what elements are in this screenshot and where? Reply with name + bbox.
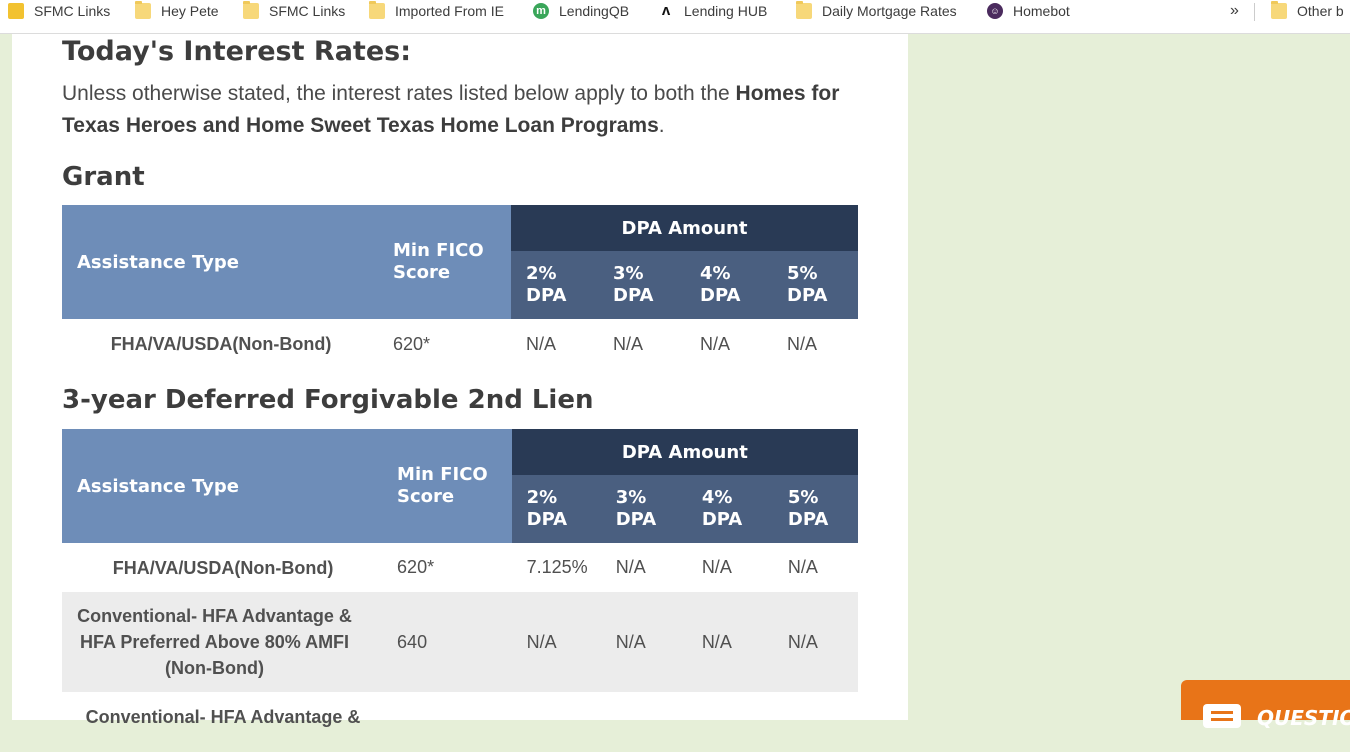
header-min-fico: Min FICO Score bbox=[385, 429, 512, 543]
deferred-heading: 3-year Deferred Forgivable 2nd Lien bbox=[62, 385, 594, 415]
grant-rates-table: Assistance Type Min FICO Score DPA Amoun… bbox=[62, 205, 858, 369]
questions-chat-button[interactable]: QUESTIO bbox=[1181, 680, 1350, 730]
cell-assistance-type: FHA/VA/USDA(Non-Bond) bbox=[110, 334, 332, 354]
cell-dpa-2: 7.125% bbox=[526, 557, 588, 577]
cell-dpa-2 bbox=[512, 692, 601, 752]
intro-program-names: Homes for Texas Heroes and Home Sweet Te… bbox=[62, 82, 840, 137]
header-dpa-amount: DPA Amount bbox=[511, 429, 858, 475]
bookmark-label: Homebot bbox=[1013, 3, 1070, 19]
bookmark-imported-from-ie[interactable]: Imported From IE bbox=[369, 0, 504, 22]
bookmark-homebot[interactable]: ☺ Homebot bbox=[987, 0, 1070, 22]
cell-min-fico: 620* bbox=[393, 333, 431, 354]
bookmark-label: Other b bbox=[1297, 3, 1344, 19]
header-dpa-3: 3% DPA bbox=[600, 475, 687, 543]
bookmark-other-bookmarks[interactable]: Other b bbox=[1271, 0, 1344, 22]
grant-heading: Grant bbox=[62, 162, 145, 192]
bookmarks-overflow-button[interactable]: » bbox=[1230, 2, 1239, 19]
table-row: FHA/VA/USDA(Non-Bond) 620* N/A N/A N/A N… bbox=[62, 319, 858, 369]
bookmark-hey-pete[interactable]: Hey Pete bbox=[135, 0, 219, 22]
intro-text: Unless otherwise stated, the interest ra… bbox=[62, 82, 736, 105]
bookmark-label: LendingQB bbox=[559, 3, 630, 19]
bookmarks-bar: SFMC Links Hey Pete SFMC Links Imported … bbox=[0, 0, 1350, 34]
bookmark-label: SFMC Links bbox=[34, 3, 111, 19]
cell-dpa-5: N/A bbox=[787, 333, 818, 354]
header-dpa-5: 5% DPA bbox=[772, 475, 858, 543]
header-min-fico: Min FICO Score bbox=[381, 205, 511, 319]
table-row: FHA/VA/USDA(Non-Bond) 620* 7.125% N/A N/… bbox=[62, 543, 858, 592]
cell-dpa-2: N/A bbox=[526, 333, 557, 354]
sfmc-favicon-icon bbox=[8, 3, 24, 19]
header-dpa-amount: DPA Amount bbox=[511, 205, 858, 251]
cell-min-fico bbox=[385, 692, 512, 752]
cell-dpa-4: N/A bbox=[686, 592, 773, 692]
main-content-panel: Today's Interest Rates: Unless otherwise… bbox=[12, 34, 908, 727]
bookmark-label: Lending HUB bbox=[684, 3, 768, 19]
cell-min-fico: 640 bbox=[385, 592, 512, 692]
header-assistance-type: Assistance Type bbox=[62, 205, 381, 319]
bookmark-sfmc-links-folder[interactable]: SFMC Links bbox=[243, 0, 345, 22]
cell-dpa-3: N/A bbox=[615, 557, 646, 577]
cell-dpa-2: N/A bbox=[511, 592, 601, 692]
folder-icon bbox=[243, 1, 259, 19]
page-title: Today's Interest Rates: bbox=[62, 36, 412, 67]
bookmark-daily-mortgage-rates[interactable]: Daily Mortgage Rates bbox=[796, 0, 957, 22]
cell-assistance-type: Conventional- HFA Advantage & bbox=[85, 707, 361, 727]
folder-icon bbox=[1271, 1, 1287, 19]
cell-dpa-4: N/A bbox=[701, 557, 732, 577]
cell-assistance-type: FHA/VA/USDA(Non-Bond) bbox=[112, 557, 334, 578]
bookmark-lending-hub[interactable]: ʌ Lending HUB bbox=[658, 0, 767, 22]
bookmark-label: Daily Mortgage Rates bbox=[822, 3, 957, 19]
header-dpa-2: 2% DPA bbox=[511, 251, 598, 319]
table-row: Conventional- HFA Advantage & HFA Prefer… bbox=[62, 592, 858, 692]
cell-dpa-4: N/A bbox=[700, 333, 731, 354]
header-dpa-3: 3% DPA bbox=[598, 251, 685, 319]
cell-dpa-5: N/A bbox=[787, 557, 818, 577]
header-dpa-4: 4% DPA bbox=[686, 475, 773, 543]
folder-icon bbox=[369, 1, 385, 19]
cell-dpa-4 bbox=[687, 692, 773, 752]
bookmarks-divider bbox=[1254, 3, 1255, 21]
folder-icon bbox=[796, 1, 812, 19]
bookmark-label: Hey Pete bbox=[161, 3, 219, 19]
bookmark-label: Imported From IE bbox=[395, 3, 504, 19]
intro-end: . bbox=[658, 114, 665, 137]
lendingqb-icon: m bbox=[533, 3, 549, 19]
lending-hub-icon: ʌ bbox=[661, 2, 671, 19]
header-dpa-5: 5% DPA bbox=[772, 251, 858, 319]
cell-dpa-3: N/A bbox=[600, 592, 687, 692]
folder-icon bbox=[135, 1, 151, 19]
bookmark-lendingqb[interactable]: m LendingQB bbox=[533, 0, 629, 22]
cell-dpa-3 bbox=[601, 692, 687, 752]
table-row: Conventional- HFA Advantage & bbox=[62, 692, 858, 752]
bookmark-label: SFMC Links bbox=[269, 3, 346, 19]
cell-dpa-3: N/A bbox=[613, 333, 644, 354]
bookmark-sfmc-links[interactable]: SFMC Links bbox=[8, 0, 110, 22]
intro-paragraph: Unless otherwise stated, the interest ra… bbox=[62, 78, 858, 142]
cell-dpa-5: N/A bbox=[772, 592, 858, 692]
chat-button-label: QUESTIO bbox=[1257, 706, 1350, 730]
header-assistance-type: Assistance Type bbox=[62, 429, 386, 543]
cell-dpa-5 bbox=[773, 692, 858, 752]
deferred-rates-table: Assistance Type Min FICO Score DPA Amoun… bbox=[62, 429, 858, 752]
cell-min-fico: 620* bbox=[397, 557, 435, 577]
homebot-icon: ☺ bbox=[987, 3, 1003, 19]
header-dpa-2: 2% DPA bbox=[511, 475, 601, 543]
cell-assistance-type: Conventional- HFA Advantage & HFA Prefer… bbox=[62, 592, 386, 692]
chat-bubble-icon bbox=[1203, 704, 1241, 728]
header-dpa-4: 4% DPA bbox=[685, 251, 772, 319]
